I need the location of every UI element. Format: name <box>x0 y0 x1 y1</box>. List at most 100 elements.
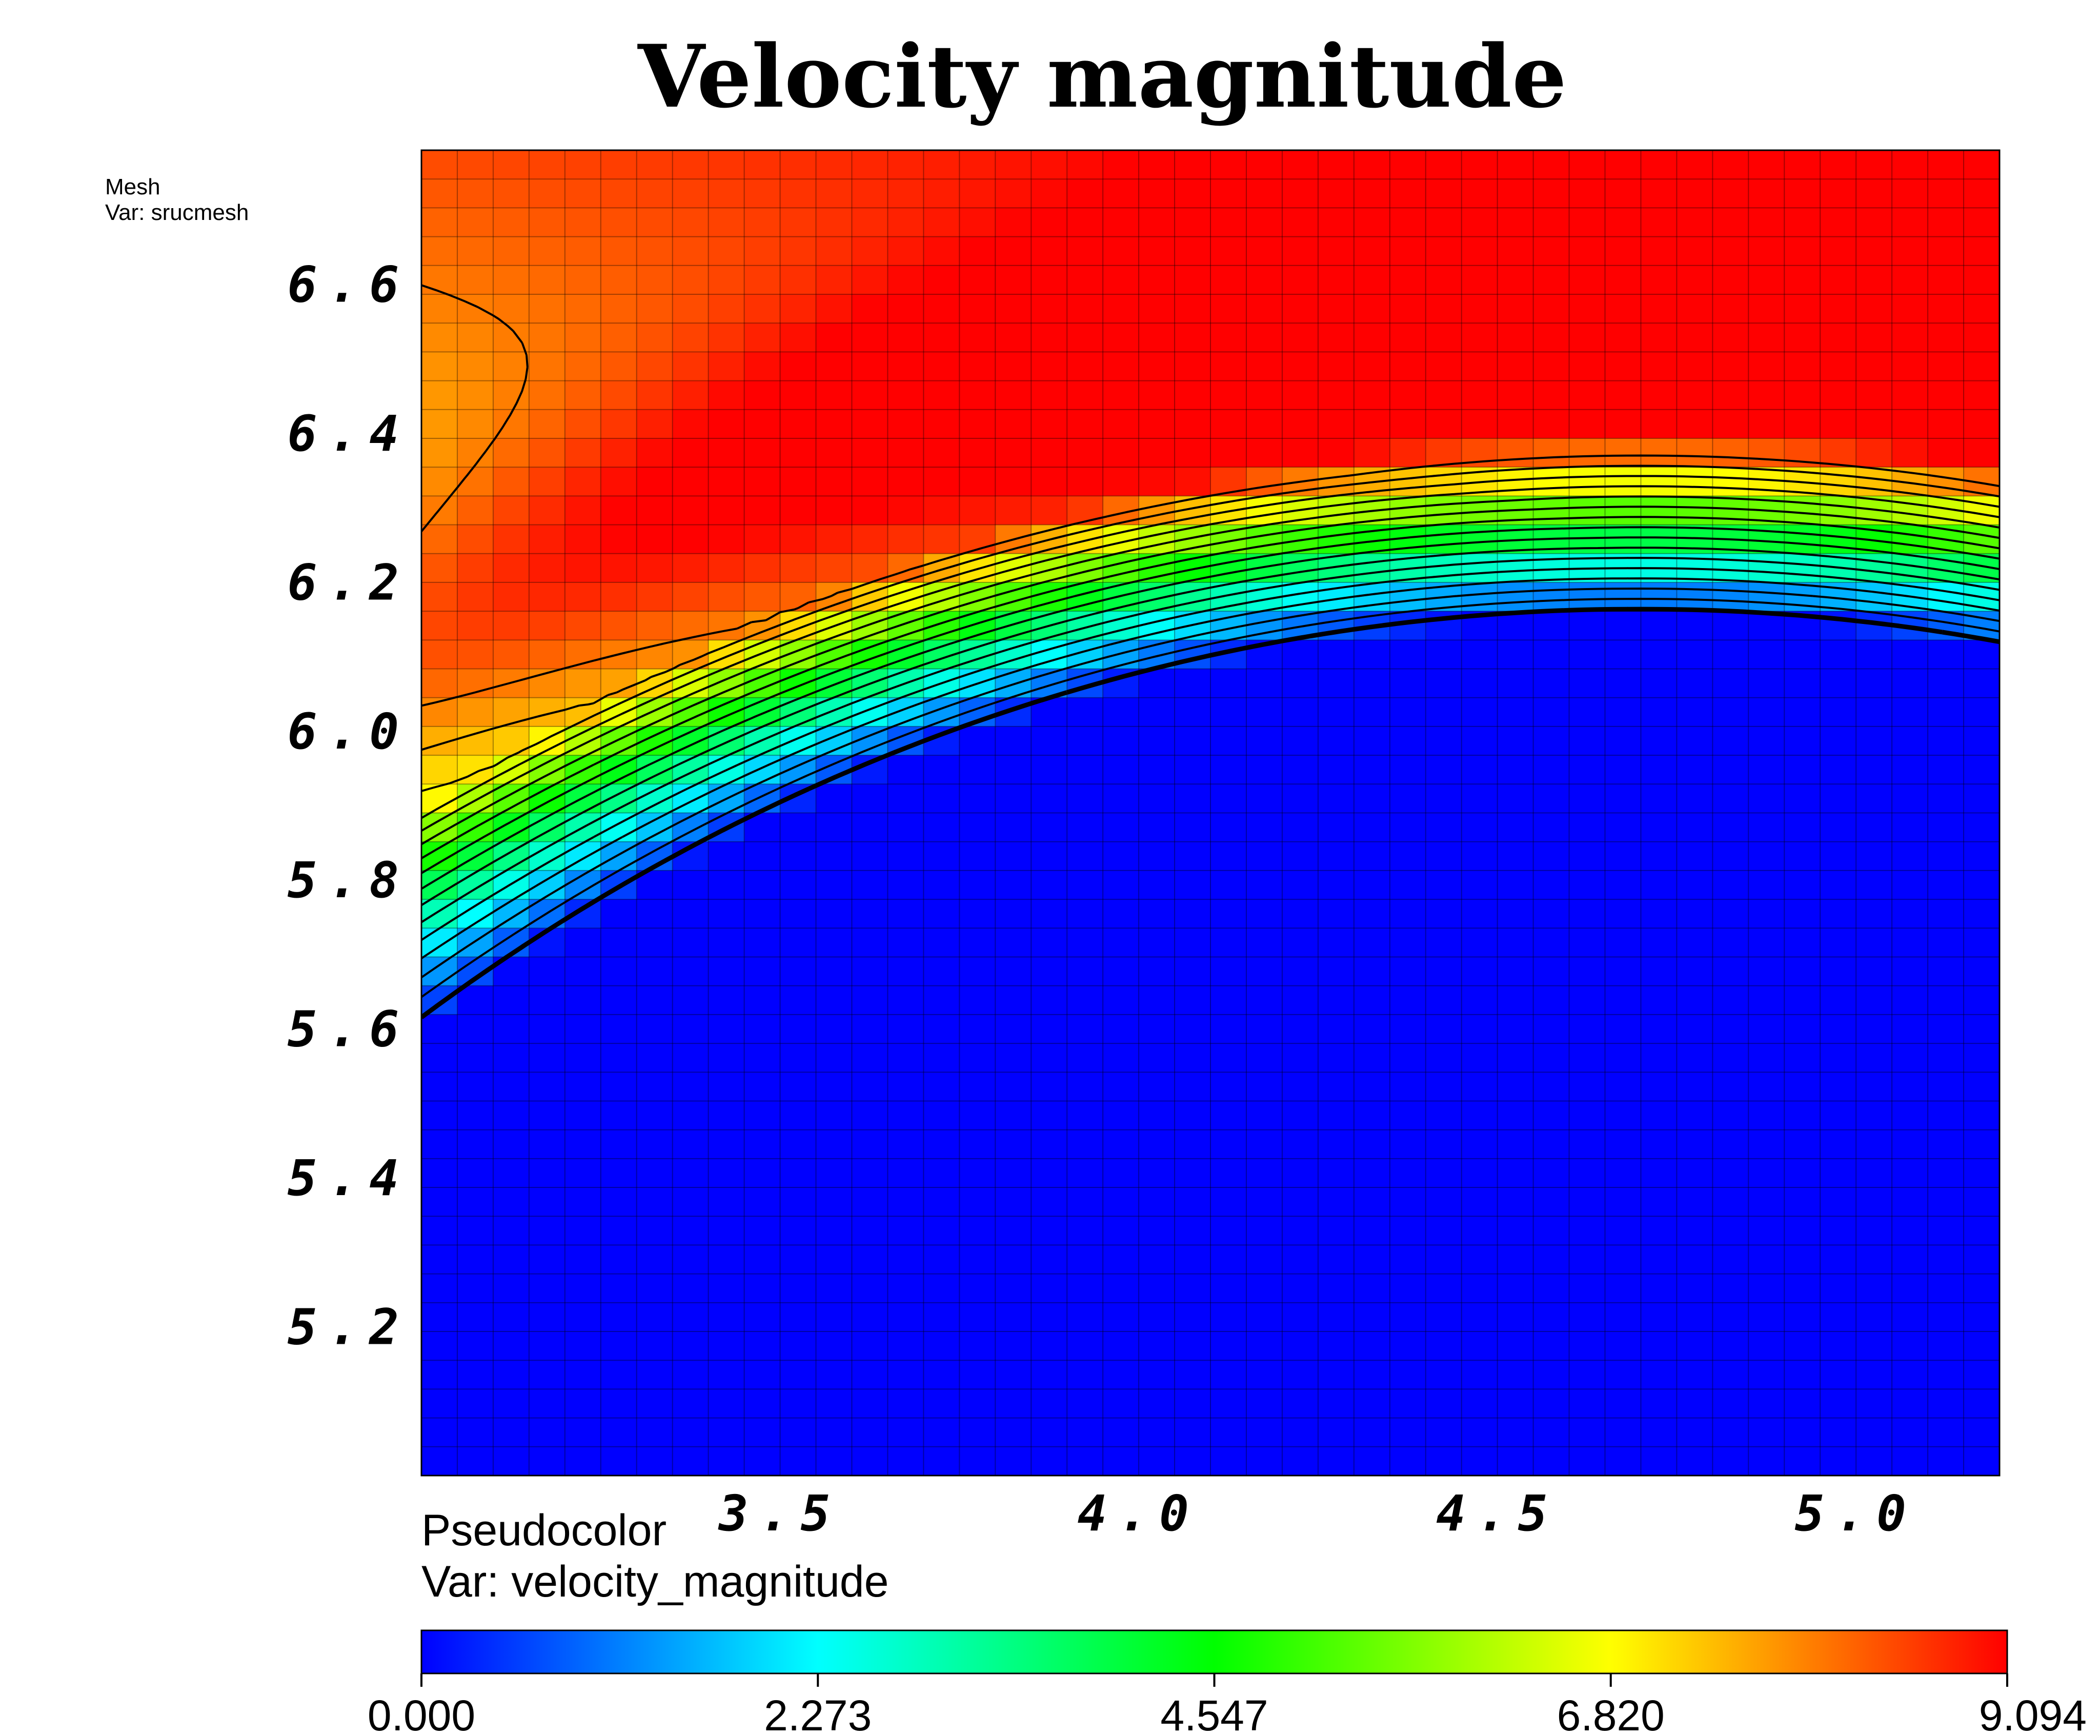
heatmap-cell <box>564 928 601 958</box>
heatmap-cell <box>1784 899 1821 928</box>
heatmap-cell <box>1389 870 1426 900</box>
heatmap-cell <box>1175 1014 1211 1044</box>
heatmap-cell <box>780 496 817 526</box>
heatmap-cell <box>1175 697 1211 727</box>
heatmap-cell <box>493 1158 530 1188</box>
heatmap-cell <box>1318 755 1355 784</box>
heatmap-cell <box>1103 755 1139 784</box>
heatmap-cell <box>457 611 494 640</box>
heatmap-cell <box>493 1216 530 1246</box>
heatmap-cell <box>816 1216 853 1246</box>
heatmap-cell <box>1175 582 1211 612</box>
mesh-legend: Mesh Var: srucmesh <box>105 174 249 226</box>
heatmap-cell <box>1784 1245 1821 1275</box>
heatmap-cell <box>1282 1274 1319 1303</box>
heatmap-cell <box>672 870 709 900</box>
heatmap-cell <box>636 813 673 842</box>
heatmap-cell <box>1389 150 1426 179</box>
heatmap-cell <box>852 236 889 266</box>
heatmap-cell <box>493 265 530 295</box>
heatmap-cell <box>1820 496 1856 526</box>
heatmap-cell <box>1892 726 1928 756</box>
heatmap-cell <box>1389 1274 1426 1303</box>
heatmap-cell <box>1820 640 1856 670</box>
heatmap-cell <box>1784 179 1821 208</box>
heatmap-cell <box>1820 1014 1856 1044</box>
heatmap-cell <box>708 1245 745 1275</box>
heatmap-cell <box>1784 323 1821 352</box>
heatmap-cell <box>636 1072 673 1102</box>
heatmap-cell <box>1712 697 1749 727</box>
heatmap-cell <box>1964 1187 2000 1217</box>
heatmap-cell <box>959 265 996 295</box>
heatmap-cell <box>1892 524 1928 554</box>
heatmap-cell <box>1354 697 1390 727</box>
heatmap-cell <box>1748 1389 1785 1419</box>
heatmap-cell <box>1820 1101 1856 1131</box>
heatmap-cell <box>959 813 996 842</box>
heatmap-cell <box>1354 208 1390 237</box>
heatmap-cell <box>744 928 781 958</box>
heatmap-cell <box>1354 1360 1390 1390</box>
heatmap-cell <box>1103 870 1139 900</box>
heatmap-cell <box>1103 726 1139 756</box>
heatmap-cell <box>1139 1101 1175 1131</box>
heatmap-cell <box>995 1245 1032 1275</box>
heatmap-cell <box>1569 1072 1606 1102</box>
heatmap-cell <box>600 294 637 324</box>
heatmap-cell <box>708 611 745 640</box>
heatmap-cell <box>1031 841 1067 871</box>
heatmap-cell <box>1282 265 1319 295</box>
heatmap-cell <box>923 496 960 526</box>
heatmap-cell <box>1964 1360 2000 1390</box>
heatmap-cell <box>636 1274 673 1303</box>
heatmap-cell <box>529 496 566 526</box>
heatmap-cell <box>887 438 924 468</box>
heatmap-cell <box>1318 265 1355 295</box>
heatmap-cell <box>1605 150 1642 179</box>
heatmap-cell <box>1892 899 1928 928</box>
heatmap-cell <box>1282 380 1319 410</box>
heatmap-cell <box>1425 1389 1462 1419</box>
heatmap-cell <box>1677 870 1713 900</box>
heatmap-cell <box>887 179 924 208</box>
heatmap-cell <box>1748 640 1785 670</box>
heatmap-cell <box>457 380 494 410</box>
heatmap-cell <box>1605 524 1642 554</box>
heatmap-cell <box>1641 1274 1678 1303</box>
heatmap-cell <box>600 1043 637 1073</box>
heatmap-cell <box>708 928 745 958</box>
heatmap-cell <box>1677 1043 1713 1073</box>
heatmap-cell <box>1389 352 1426 381</box>
heatmap-cell <box>1605 697 1642 727</box>
heatmap-cell <box>1210 1446 1247 1476</box>
heatmap-cell <box>1425 409 1462 439</box>
heatmap-cell <box>421 1360 458 1390</box>
heatmap-cell <box>708 323 745 352</box>
heatmap-cell <box>1425 496 1462 526</box>
heatmap-cell <box>1533 265 1570 295</box>
heatmap-cell <box>1820 669 1856 698</box>
heatmap-cell <box>1103 697 1139 727</box>
heatmap-cell <box>672 1389 709 1419</box>
heatmap-cell <box>1928 1158 1964 1188</box>
heatmap-cell <box>1928 640 1964 670</box>
heatmap-cell <box>1461 1389 1498 1419</box>
heatmap-cell <box>1210 438 1247 468</box>
heatmap-cell <box>816 409 853 439</box>
heatmap-cell <box>1784 236 1821 266</box>
heatmap-cell <box>1425 150 1462 179</box>
heatmap-cell <box>887 150 924 179</box>
heatmap-cell <box>1928 985 1964 1015</box>
heatmap-cell <box>1856 150 1892 179</box>
heatmap-cell <box>1461 409 1498 439</box>
heatmap-cell <box>1748 928 1785 958</box>
heatmap-cell <box>529 1245 566 1275</box>
heatmap-cell <box>852 179 889 208</box>
heatmap-cell <box>1461 294 1498 324</box>
heatmap-cell <box>564 1014 601 1044</box>
heatmap-cell <box>887 1360 924 1390</box>
heatmap-cell <box>1461 524 1498 554</box>
heatmap-cell <box>1461 1446 1498 1476</box>
heatmap-cell <box>493 726 530 756</box>
